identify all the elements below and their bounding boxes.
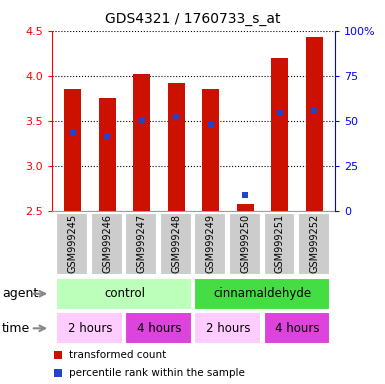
Bar [229, 212, 261, 275]
Text: GSM999251: GSM999251 [275, 214, 285, 273]
Bar [194, 212, 226, 275]
Bar [202, 89, 219, 211]
Bar [194, 278, 330, 310]
Text: control: control [104, 287, 145, 300]
Bar [57, 278, 192, 310]
Bar [298, 212, 330, 275]
Text: agent: agent [2, 287, 38, 300]
Bar [126, 212, 157, 275]
Bar [263, 313, 330, 344]
Bar [99, 98, 116, 211]
Text: GSM999248: GSM999248 [171, 214, 181, 273]
Bar [306, 37, 323, 211]
Text: percentile rank within the sample: percentile rank within the sample [69, 367, 245, 377]
Text: cinnamaldehyde: cinnamaldehyde [213, 287, 311, 300]
Bar [133, 74, 150, 211]
Bar [271, 58, 288, 211]
Text: GSM999250: GSM999250 [240, 214, 250, 273]
Bar [263, 212, 295, 275]
Text: GSM999246: GSM999246 [102, 214, 112, 273]
Text: GDS4321 / 1760733_s_at: GDS4321 / 1760733_s_at [105, 12, 280, 25]
Bar [237, 204, 254, 211]
Text: transformed count: transformed count [69, 350, 166, 360]
Bar [57, 313, 124, 344]
Text: time: time [2, 322, 30, 335]
Bar [160, 212, 192, 275]
Text: GSM999245: GSM999245 [68, 214, 78, 273]
Bar [57, 212, 88, 275]
Bar [126, 313, 192, 344]
Bar [167, 83, 185, 211]
Text: 2 hours: 2 hours [206, 322, 250, 335]
Bar [194, 313, 261, 344]
Text: GSM999249: GSM999249 [206, 214, 216, 273]
Bar [91, 212, 123, 275]
Text: 2 hours: 2 hours [68, 322, 112, 335]
Text: GSM999247: GSM999247 [137, 214, 147, 273]
Text: 4 hours: 4 hours [137, 322, 181, 335]
Text: GSM999252: GSM999252 [309, 214, 319, 273]
Text: 4 hours: 4 hours [275, 322, 319, 335]
Bar [64, 89, 81, 211]
